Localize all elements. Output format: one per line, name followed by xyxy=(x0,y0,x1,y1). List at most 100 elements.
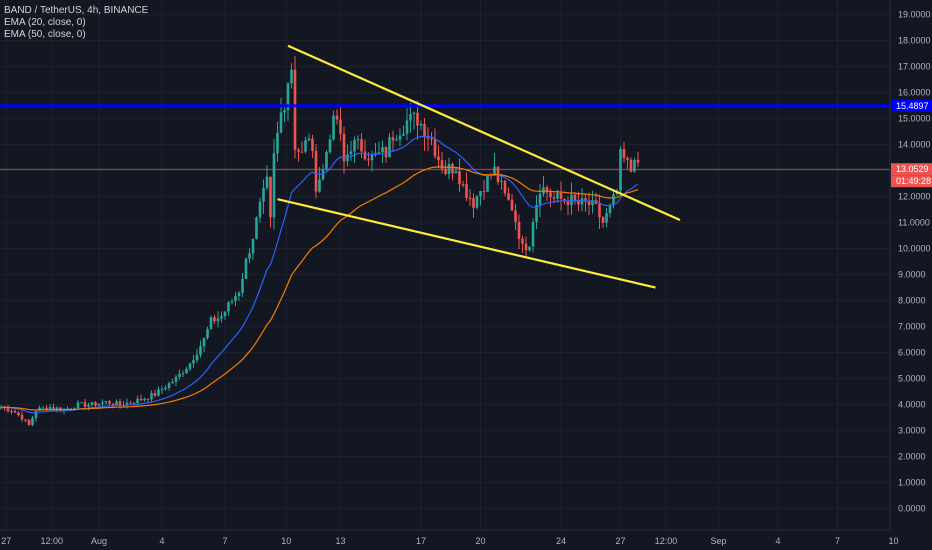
candle-body xyxy=(118,401,122,405)
candle-body xyxy=(503,181,507,194)
time-tick-label: 17 xyxy=(416,536,426,546)
chart-legend: BAND / TetherUS, 4h, BINANCE EMA (20, cl… xyxy=(4,5,148,41)
candle-body xyxy=(580,198,584,205)
candle-body xyxy=(199,346,202,355)
candles xyxy=(0,56,640,427)
level-badge: 15.4897 xyxy=(891,99,932,112)
candle-body xyxy=(531,221,535,247)
candle-body xyxy=(381,147,384,153)
candle-body xyxy=(423,123,426,138)
price-tick-label: 19.0000 xyxy=(898,10,931,20)
ema50-line xyxy=(0,166,639,411)
candle-body xyxy=(276,132,279,154)
price-axis-bg xyxy=(890,0,932,550)
candle-body xyxy=(206,329,209,339)
candle-body xyxy=(178,373,181,377)
candle-body xyxy=(216,318,220,322)
time-tick-label: 27 xyxy=(615,536,625,546)
candle-body xyxy=(153,393,157,396)
price-tick-label: 1.0000 xyxy=(898,478,926,488)
candle-body xyxy=(129,402,132,404)
candle-body xyxy=(27,419,31,426)
candle-body xyxy=(542,187,545,194)
candle-body xyxy=(192,360,195,364)
candle-body xyxy=(633,159,636,172)
candle-body xyxy=(570,194,573,206)
symbol-label: BAND / TetherUS, 4h, BINANCE xyxy=(4,5,149,16)
candle-body xyxy=(412,112,416,114)
candle-body xyxy=(409,113,412,121)
candle-body xyxy=(248,253,251,259)
ema20-line xyxy=(0,135,639,414)
candle-body xyxy=(545,187,549,193)
candle-body xyxy=(335,115,339,120)
candle-body xyxy=(468,197,472,199)
candle-body xyxy=(55,407,59,410)
candle-body xyxy=(388,137,391,158)
candle-body xyxy=(230,301,234,303)
candle-body xyxy=(31,418,34,426)
candle-body xyxy=(293,69,297,150)
candle-body xyxy=(493,166,496,176)
candle-body xyxy=(48,407,52,410)
candle-body xyxy=(500,181,503,183)
candle-body xyxy=(398,135,402,140)
ema20-label: EMA (20, close, 0) xyxy=(4,17,86,28)
candle-body xyxy=(251,238,255,254)
candle-body xyxy=(612,194,615,206)
time-tick-label: Aug xyxy=(91,536,107,546)
candle-body xyxy=(132,402,136,404)
candle-body xyxy=(174,376,178,382)
countdown-badge-bg xyxy=(891,175,932,188)
candle-body xyxy=(136,398,139,403)
candle-body xyxy=(479,191,482,197)
candle-body xyxy=(598,203,601,218)
candle-body xyxy=(363,151,367,160)
price-tick-label: 18.0000 xyxy=(898,36,931,46)
time-tick-label: 27 xyxy=(1,536,11,546)
candle-body xyxy=(444,168,447,175)
candle-body xyxy=(482,191,486,193)
price-tick-label: 0.0000 xyxy=(898,504,926,514)
candle-body xyxy=(377,152,381,154)
candle-body xyxy=(146,398,150,400)
candle-body xyxy=(223,311,227,317)
candle-body xyxy=(202,338,206,347)
price-tick-label: 16.0000 xyxy=(898,88,931,98)
candle-body xyxy=(160,389,164,391)
candle-body xyxy=(528,246,531,251)
candle-body xyxy=(34,410,38,419)
price-tick-label: 6.0000 xyxy=(898,348,926,358)
candle-body xyxy=(143,398,146,401)
candle-body xyxy=(507,193,510,200)
candle-body xyxy=(10,410,13,412)
ema50-label: EMA (50, close, 0) xyxy=(4,29,86,40)
candle-body xyxy=(472,198,475,208)
time-tick-label: 12:00 xyxy=(655,536,678,546)
candle-body xyxy=(416,112,419,126)
candle-body xyxy=(437,156,440,161)
candle-body xyxy=(339,119,342,134)
candle-body xyxy=(573,194,577,201)
countdown-badge-text: 01:49:28 xyxy=(896,176,931,186)
time-tick-label: Sep xyxy=(710,536,726,546)
candle-body xyxy=(405,120,409,134)
candle-body xyxy=(164,388,167,390)
candle-body xyxy=(209,317,213,330)
price-tick-label: 2.0000 xyxy=(898,452,926,462)
candle-body xyxy=(87,404,90,407)
candle-body xyxy=(356,139,360,141)
candle-body xyxy=(591,199,594,206)
candle-body xyxy=(188,363,192,369)
candle-body xyxy=(328,139,332,153)
time-tick-label: 7 xyxy=(835,536,840,546)
candle-body xyxy=(391,137,395,141)
candle-body xyxy=(307,138,311,141)
candle-body xyxy=(349,151,353,155)
candle-body xyxy=(125,402,129,406)
candle-body xyxy=(167,383,171,389)
candle-body xyxy=(556,192,559,199)
candle-body xyxy=(76,402,80,409)
candle-body xyxy=(290,69,293,84)
